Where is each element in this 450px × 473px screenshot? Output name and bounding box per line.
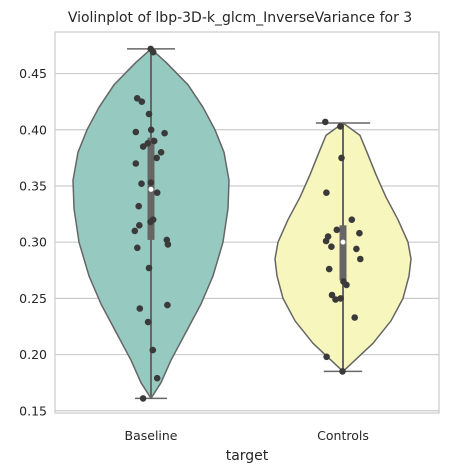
y-tick-labels: 0.15 0.20 0.25 0.30 0.35 0.40 0.45: [19, 66, 47, 418]
x-tick-labels: Baseline Controls: [125, 428, 369, 443]
data-point: [138, 180, 145, 187]
y-tick-label: 0.40: [19, 122, 47, 137]
data-point: [136, 305, 144, 312]
data-point: [153, 189, 161, 196]
data-point: [333, 226, 341, 234]
data-point: [139, 395, 147, 402]
data-point: [322, 118, 329, 126]
data-point: [353, 245, 360, 253]
data-point: [131, 227, 139, 235]
data-point: [356, 229, 363, 237]
data-point: [357, 255, 364, 263]
data-point: [328, 243, 335, 250]
data-point: [138, 98, 146, 105]
y-tick-label: 0.45: [19, 66, 47, 81]
data-point: [323, 189, 330, 196]
x-axis-label: target: [226, 448, 269, 464]
data-point: [337, 295, 344, 302]
y-tick-label: 0.15: [19, 403, 47, 418]
data-point: [150, 137, 158, 145]
data-point: [135, 202, 142, 210]
iqr-box: [339, 225, 347, 281]
chart-title: Violinplot of lbp-3D-k_glcm_InverseVaria…: [68, 10, 412, 26]
data-point: [147, 179, 155, 186]
data-point: [149, 48, 157, 56]
data-point: [161, 129, 168, 137]
data-point: [145, 110, 153, 118]
median-marker: [340, 239, 346, 245]
data-point: [332, 296, 339, 303]
data-point: [348, 216, 356, 223]
data-point: [153, 374, 161, 382]
data-point: [134, 244, 141, 252]
data-point: [144, 318, 152, 326]
data-point: [144, 140, 152, 147]
data-point: [343, 281, 350, 289]
data-point: [147, 218, 154, 226]
data-point: [153, 154, 160, 162]
data-points: [131, 45, 364, 402]
data-point: [164, 301, 171, 309]
data-point: [147, 126, 155, 134]
x-tick-label: Baseline: [125, 428, 178, 443]
x-tick-label: Controls: [317, 428, 369, 443]
plot-frame: [54, 31, 440, 414]
data-point: [337, 123, 344, 130]
data-point: [351, 314, 359, 321]
y-tick-label: 0.20: [19, 347, 47, 362]
y-tick-label: 0.35: [19, 178, 47, 193]
data-point: [133, 95, 141, 102]
data-point: [339, 368, 346, 375]
data-point: [328, 291, 336, 299]
data-point: [132, 128, 140, 136]
data-point: [136, 222, 143, 229]
violins: [72, 48, 412, 400]
y-tick-label: 0.25: [19, 291, 47, 306]
data-point: [157, 149, 165, 156]
data-point: [325, 265, 333, 273]
y-tick-label: 0.30: [19, 235, 47, 250]
data-point: [132, 160, 140, 167]
median-marker: [148, 186, 154, 192]
data-point: [338, 154, 345, 162]
data-point: [323, 353, 330, 361]
data-point: [139, 143, 147, 150]
data-point: [145, 264, 153, 272]
data-point: [322, 237, 330, 245]
data-point: [149, 346, 157, 354]
data-point: [164, 241, 172, 248]
